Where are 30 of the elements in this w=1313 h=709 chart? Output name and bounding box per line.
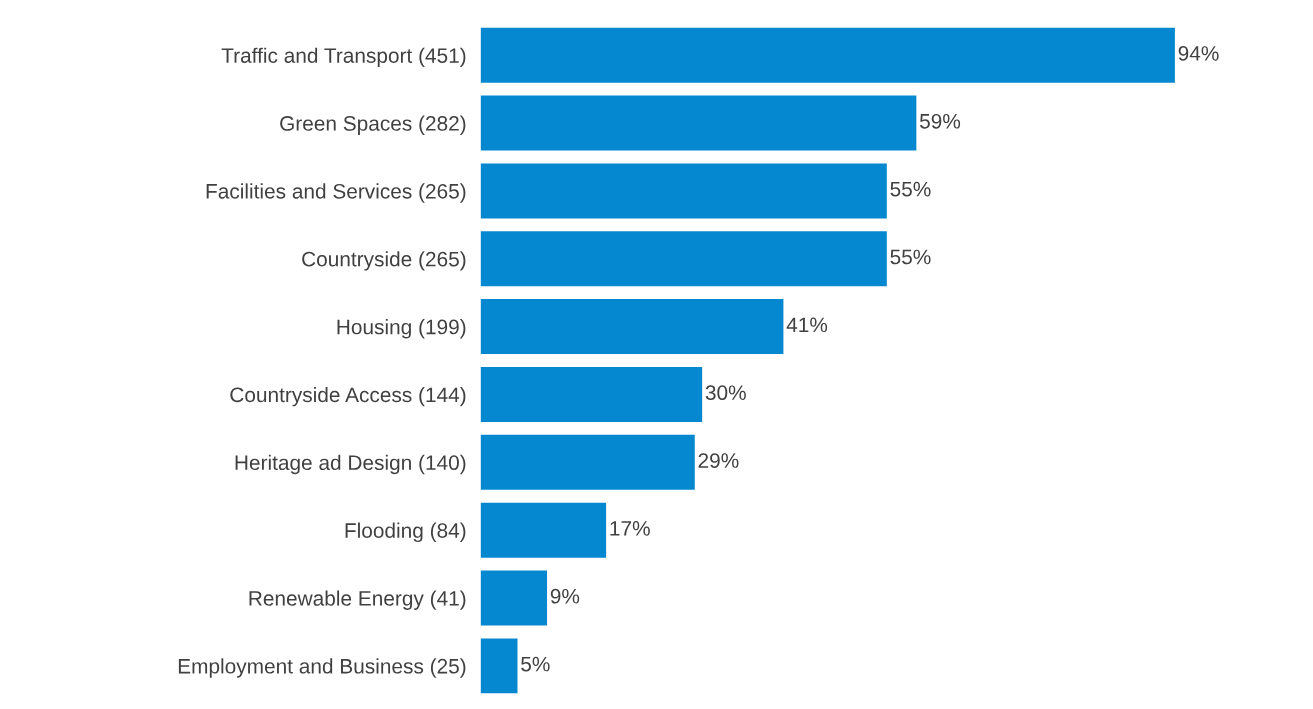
bar <box>480 231 887 287</box>
bar <box>480 570 548 626</box>
bar <box>480 366 703 422</box>
data-label: 41% <box>786 317 828 333</box>
bar <box>480 163 887 219</box>
y-tick-label: Facilities and Services (265) <box>206 183 466 203</box>
y-tick-label: Countryside (265) <box>302 251 466 271</box>
y-tick-label: Flooding (84) <box>345 522 466 543</box>
data-label: 30% <box>705 385 746 401</box>
bar <box>480 95 917 151</box>
data-label: 9% <box>550 588 580 604</box>
bar <box>480 27 1175 83</box>
bar <box>480 502 607 558</box>
data-label: 59% <box>919 113 961 129</box>
data-label: 55% <box>890 181 931 197</box>
y-tick-label: Heritage ad Design (140) <box>235 454 466 475</box>
y-tick-label: Housing (199) <box>337 319 466 339</box>
data-label: 17% <box>610 521 650 536</box>
y-tick-label: Renewable Energy (41) <box>249 590 466 610</box>
y-tick-label: Traffic and Transport (451) <box>221 47 466 68</box>
y-tick-label: Green Spaces (282) <box>280 115 466 135</box>
bar <box>480 638 518 694</box>
data-label: 94% <box>1178 46 1219 61</box>
bar <box>480 299 784 355</box>
bar <box>480 434 695 490</box>
y-tick-label: Countryside Access (144) <box>230 386 466 407</box>
data-label: 55% <box>890 249 931 265</box>
data-label: 29% <box>698 453 739 468</box>
y-tick-label: Employment and Business (25) <box>178 658 466 678</box>
data-label: 5% <box>521 656 550 672</box>
